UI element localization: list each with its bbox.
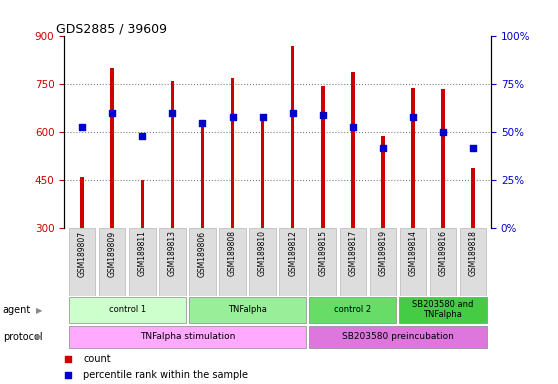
- Text: GSM189813: GSM189813: [168, 230, 177, 276]
- FancyBboxPatch shape: [69, 228, 95, 296]
- Bar: [471, 168, 475, 228]
- Text: GSM189814: GSM189814: [408, 230, 417, 276]
- Text: control 2: control 2: [334, 305, 371, 314]
- Text: GSM189812: GSM189812: [288, 230, 297, 276]
- FancyBboxPatch shape: [189, 297, 306, 323]
- FancyBboxPatch shape: [249, 228, 276, 296]
- Text: GDS2885 / 39609: GDS2885 / 39609: [56, 22, 167, 35]
- Text: GSM189815: GSM189815: [318, 230, 327, 276]
- Text: GSM189816: GSM189816: [439, 230, 448, 276]
- Point: [138, 133, 147, 139]
- Point: [378, 145, 387, 151]
- Point: [439, 129, 448, 136]
- Point: [78, 124, 86, 130]
- FancyBboxPatch shape: [159, 228, 186, 296]
- Point: [64, 356, 73, 362]
- FancyBboxPatch shape: [99, 228, 126, 296]
- Text: SB203580 preincubation: SB203580 preincubation: [342, 332, 454, 341]
- FancyBboxPatch shape: [310, 228, 336, 296]
- Text: GSM189817: GSM189817: [348, 230, 357, 276]
- Text: agent: agent: [3, 305, 31, 315]
- FancyBboxPatch shape: [400, 297, 487, 323]
- Point: [198, 120, 207, 126]
- Bar: [230, 78, 234, 228]
- Bar: [171, 81, 174, 228]
- Text: GSM189811: GSM189811: [138, 230, 147, 276]
- Point: [108, 110, 117, 116]
- FancyBboxPatch shape: [460, 228, 486, 296]
- FancyBboxPatch shape: [129, 228, 156, 296]
- Text: protocol: protocol: [3, 332, 42, 342]
- Text: count: count: [83, 354, 111, 364]
- Point: [318, 112, 327, 118]
- Point: [348, 124, 357, 130]
- Text: GSM189809: GSM189809: [108, 230, 117, 276]
- FancyBboxPatch shape: [219, 228, 246, 296]
- FancyBboxPatch shape: [69, 297, 186, 323]
- Text: TNFalpha stimulation: TNFalpha stimulation: [140, 332, 235, 341]
- Text: TNFalpha: TNFalpha: [228, 305, 267, 314]
- Bar: [441, 89, 445, 228]
- Text: GSM189807: GSM189807: [78, 230, 86, 276]
- Text: GSM189808: GSM189808: [228, 230, 237, 276]
- Bar: [381, 136, 384, 228]
- Bar: [351, 72, 354, 228]
- Text: control 1: control 1: [109, 305, 146, 314]
- FancyBboxPatch shape: [309, 326, 487, 348]
- Point: [288, 110, 297, 116]
- Text: GSM189818: GSM189818: [469, 230, 478, 276]
- Text: ▶: ▶: [36, 333, 43, 341]
- Bar: [291, 46, 295, 228]
- Point: [258, 114, 267, 120]
- FancyBboxPatch shape: [69, 326, 306, 348]
- FancyBboxPatch shape: [309, 297, 396, 323]
- FancyBboxPatch shape: [400, 228, 426, 296]
- Point: [408, 114, 417, 120]
- FancyBboxPatch shape: [430, 228, 456, 296]
- Text: GSM189810: GSM189810: [258, 230, 267, 276]
- Text: percentile rank within the sample: percentile rank within the sample: [83, 370, 248, 380]
- Text: GSM189819: GSM189819: [378, 230, 387, 276]
- Text: ▶: ▶: [36, 306, 43, 314]
- Point: [168, 110, 177, 116]
- Bar: [261, 115, 264, 228]
- Bar: [141, 180, 144, 228]
- Point: [228, 114, 237, 120]
- Point: [469, 145, 478, 151]
- Bar: [201, 124, 204, 228]
- Bar: [80, 177, 84, 228]
- FancyBboxPatch shape: [369, 228, 396, 296]
- FancyBboxPatch shape: [280, 228, 306, 296]
- FancyBboxPatch shape: [339, 228, 366, 296]
- Text: SB203580 and
TNFalpha: SB203580 and TNFalpha: [412, 300, 474, 319]
- Point: [64, 372, 73, 378]
- Bar: [411, 88, 415, 228]
- FancyBboxPatch shape: [189, 228, 216, 296]
- Bar: [321, 86, 325, 228]
- Text: GSM189806: GSM189806: [198, 230, 207, 276]
- Bar: [110, 68, 114, 228]
